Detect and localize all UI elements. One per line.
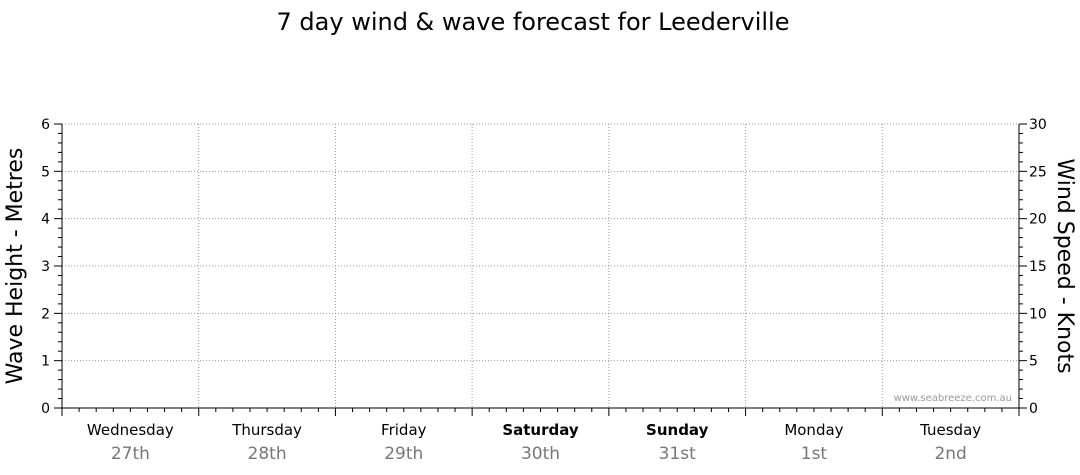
y-left-tick-label: 2 <box>41 306 50 322</box>
y-right-tick-label: 0 <box>1029 401 1038 417</box>
chart-title: 7 day wind & wave forecast for Leedervil… <box>277 8 790 36</box>
y-right-tick-label: 15 <box>1029 259 1047 275</box>
day-labels: Wednesday 27th Thursday 28th Friday 29th Satur… <box>87 421 981 464</box>
y-left-tick-label: 6 <box>41 117 50 133</box>
y-axis-right-label: Wind Speed - Knots <box>1052 158 1077 373</box>
date-label: 29th <box>384 444 423 464</box>
tick-labels: 0 1 2 3 4 5 6 0 5 10 15 20 25 30 <box>41 117 1047 417</box>
y-right-tick-label: 30 <box>1029 117 1047 133</box>
day-label: Saturday <box>502 421 579 439</box>
axes <box>54 123 1027 416</box>
y-right-tick-label: 5 <box>1029 354 1038 370</box>
y-left-tick-label: 5 <box>41 164 50 180</box>
y-left-tick-label: 4 <box>41 212 50 228</box>
credit-text: www.seabreeze.com.au <box>894 393 1012 404</box>
y-right-tick-label: 25 <box>1029 164 1047 180</box>
date-label: 28th <box>248 444 287 464</box>
day-label: Tuesday <box>919 421 981 439</box>
date-label: 30th <box>521 444 560 464</box>
date-label: 2nd <box>934 444 966 464</box>
date-label: 31st <box>659 444 696 464</box>
day-label: Wednesday <box>87 421 174 439</box>
day-label: Thursday <box>231 421 302 439</box>
y-left-tick-label: 0 <box>41 401 50 417</box>
grid-lines <box>62 123 1019 408</box>
day-label: Sunday <box>646 421 709 439</box>
y-right-tick-label: 20 <box>1029 212 1047 228</box>
y-right-tick-label: 10 <box>1029 306 1047 322</box>
y-left-tick-label: 3 <box>41 259 50 275</box>
y-axis-left-label: Wave Height - Metres <box>3 148 28 385</box>
day-label: Monday <box>784 421 843 439</box>
date-label: 27th <box>111 444 150 464</box>
day-label: Friday <box>381 421 427 439</box>
date-label: 1st <box>801 444 828 464</box>
y-left-tick-label: 1 <box>41 354 50 370</box>
